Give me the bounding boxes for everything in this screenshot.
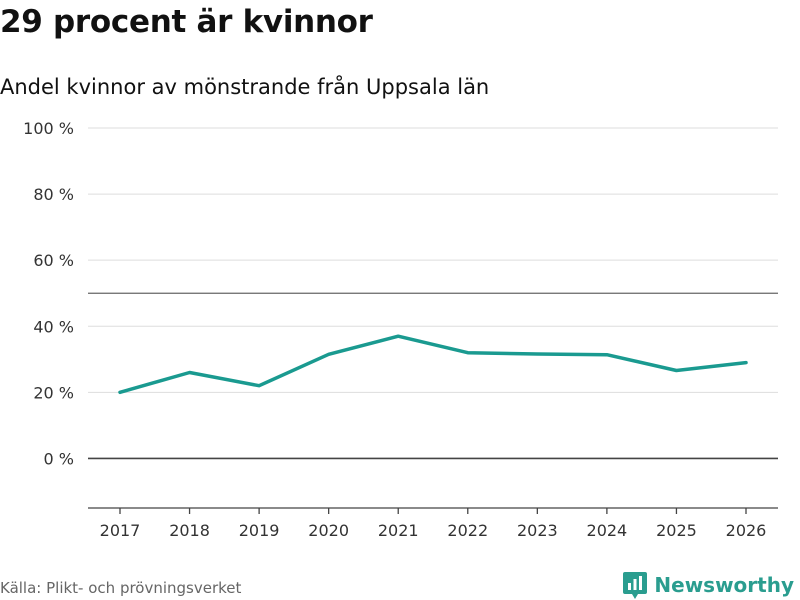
data-point[interactable] [392,330,404,342]
data-point[interactable] [184,367,196,379]
x-tick-label: 2018 [169,521,210,540]
x-tick-label: 2023 [517,521,558,540]
x-tick-label: 2020 [308,521,349,540]
x-tick-label: 2021 [378,521,419,540]
source-note: Källa: Plikt- och prövningsverket [0,579,242,597]
x-tick-label: 2019 [239,521,280,540]
newsworthy-logo-icon [623,572,648,599]
chart-subtitle: Andel kvinnor av mönstrande från Uppsala… [0,75,490,99]
grid-layer [88,127,778,460]
data-point[interactable] [462,347,474,359]
y-tick-label: 0 % [44,449,74,468]
data-point[interactable] [670,365,682,377]
x-tick-label: 2026 [726,521,767,540]
data-point[interactable] [601,349,613,361]
axis-layer: 0 % 20 % 40 % 60 % 80 % 100 % 2017 2018 2019 2020… [23,119,778,540]
x-tick-label: 2022 [447,521,488,540]
x-tick-label: 2025 [656,521,697,540]
series-layer [114,330,752,398]
brand-logo: Newsworthy [622,570,794,600]
y-tick-label: 60 % [33,251,74,270]
y-tick-label: 40 % [33,317,74,336]
data-point[interactable] [253,380,265,392]
data-point[interactable] [740,357,752,369]
x-tick-label: 2017 [100,521,141,540]
y-tick-label: 80 % [33,185,74,204]
data-point[interactable] [114,386,126,398]
data-point[interactable] [531,348,543,360]
data-point[interactable] [323,348,335,360]
brand-name: Newsworthy [654,573,794,597]
x-tick-label: 2024 [587,521,628,540]
series-line [118,334,748,395]
y-tick-label: 100 % [23,119,74,138]
chart-title: 29 procent är kvinnor [0,4,373,40]
y-tick-label: 20 % [33,383,74,402]
